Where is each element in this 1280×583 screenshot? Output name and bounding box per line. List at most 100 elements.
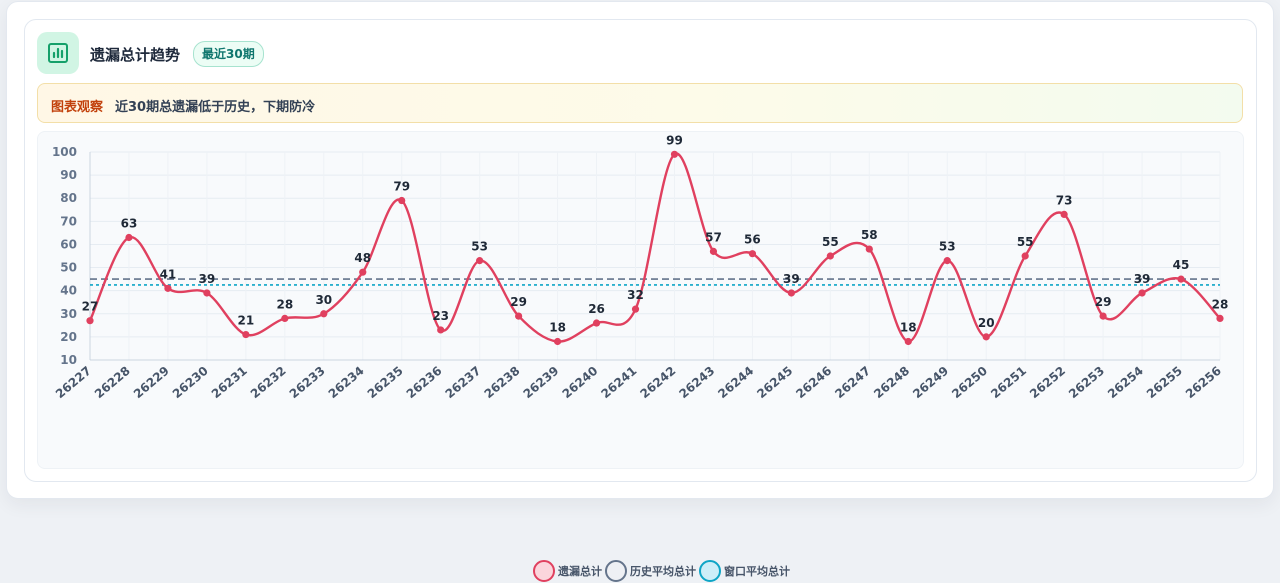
y-tick-label: 90 [60,168,77,182]
legend-label: 历史平均总计 [630,565,696,578]
data-point [1177,275,1185,283]
x-tick-label: 26230 [170,364,211,402]
data-point [982,333,990,341]
data-label: 53 [471,240,488,254]
x-tick-label: 26256 [1183,364,1224,402]
data-label: 39 [1134,272,1151,286]
data-label: 63 [121,217,138,231]
data-label: 18 [900,321,917,335]
x-tick-label: 26240 [559,364,600,402]
insight-text: 近30期总遗漏低于历史，下期防冷 [115,100,316,115]
data-point [437,326,445,334]
data-label: 55 [822,235,839,249]
data-point [515,312,523,320]
legend-swatch-window-avg [699,560,721,582]
x-tick-label: 26255 [1144,364,1185,402]
data-point [86,317,94,325]
y-tick-label: 20 [60,330,77,344]
data-point [1099,312,1107,320]
data-label: 18 [549,321,566,335]
legend-item-history-avg[interactable]: 历史平均总计 [605,560,696,582]
legend-item-series[interactable]: 遗漏总计 [533,560,602,582]
x-tick-label: 26252 [1027,364,1068,402]
insight-banner: 图表观察 近30期总遗漏低于历史，下期防冷 [37,83,1243,123]
period-badge: 最近30期 [193,41,264,67]
legend-label: 遗漏总计 [558,565,602,578]
bar-chart-icon [37,32,79,74]
x-tick-label: 26239 [521,364,562,402]
data-point [281,314,289,322]
data-label: 57 [705,230,722,244]
y-tick-label: 10 [60,353,77,367]
data-label: 21 [238,314,255,328]
x-tick-label: 26229 [131,364,172,402]
data-label: 27 [82,300,99,314]
data-label: 20 [978,316,995,330]
x-tick-label: 26248 [871,364,912,402]
data-point [242,330,250,339]
data-label: 28 [1212,297,1229,311]
legend-swatch-series [533,560,555,582]
legend-item-window-avg[interactable]: 窗口平均总计 [699,560,790,582]
data-label: 39 [783,272,800,286]
data-label: 45 [1173,258,1190,272]
data-point [709,247,718,255]
data-point [1216,314,1224,322]
data-point [943,257,951,265]
x-tick-label: 26243 [676,364,717,402]
data-label: 29 [510,295,527,309]
data-point [748,250,757,258]
data-label: 79 [393,180,410,194]
chart-panel: 10 20 30 40 50 60 70 80 90 100 26227 26228 26229 2623… [37,131,1244,582]
y-tick-label: 70 [60,214,77,228]
data-label: 53 [939,240,956,254]
data-point [125,233,133,242]
x-tick-label: 26250 [949,364,990,402]
data-label: 28 [276,297,293,311]
data-label: 56 [744,233,761,247]
x-tick-label: 26233 [287,364,328,402]
x-tick-label: 26237 [443,364,484,402]
data-label: 55 [1017,235,1034,249]
data-label: 41 [160,267,177,281]
x-tick-label: 26247 [832,364,873,402]
x-tick-label: 26245 [754,364,795,402]
data-point [904,337,912,346]
x-tick-label: 26227 [53,364,94,402]
data-point [787,289,795,297]
x-tick-label: 26253 [1066,364,1107,402]
y-tick-label: 30 [60,307,77,321]
y-tick-label: 100 [52,145,77,159]
y-tick-label: 40 [60,284,77,298]
data-point [1138,289,1146,297]
data-point [320,310,328,318]
data-point [670,150,679,158]
data-point [1021,252,1029,260]
data-label: 73 [1056,193,1073,207]
x-tick-label: 26249 [910,364,951,402]
x-tick-label: 26244 [715,364,756,402]
data-label: 26 [588,302,605,316]
data-label: 32 [627,288,644,302]
data-point [476,257,484,265]
data-point [592,319,601,327]
x-tick-label: 26238 [482,364,523,402]
x-tick-label: 26228 [92,364,133,402]
x-tick-label: 26235 [365,364,406,402]
data-point [164,284,172,292]
data-label: 23 [432,309,449,323]
data-point [826,252,834,260]
x-tick-label: 26241 [598,364,639,402]
x-tick-label: 26251 [988,364,1029,402]
y-tick-label: 60 [60,237,77,251]
x-tick-label: 26246 [793,364,834,402]
data-point [553,337,562,346]
data-label: 29 [1095,295,1112,309]
data-label: 58 [861,228,878,242]
data-point [865,245,873,253]
page-title: 遗漏总计趋势 [90,46,181,64]
legend-swatch-history-avg [605,560,627,582]
x-tick-label: 26234 [326,364,367,402]
insight-tag: 图表观察 [51,100,104,115]
data-point [203,289,211,297]
